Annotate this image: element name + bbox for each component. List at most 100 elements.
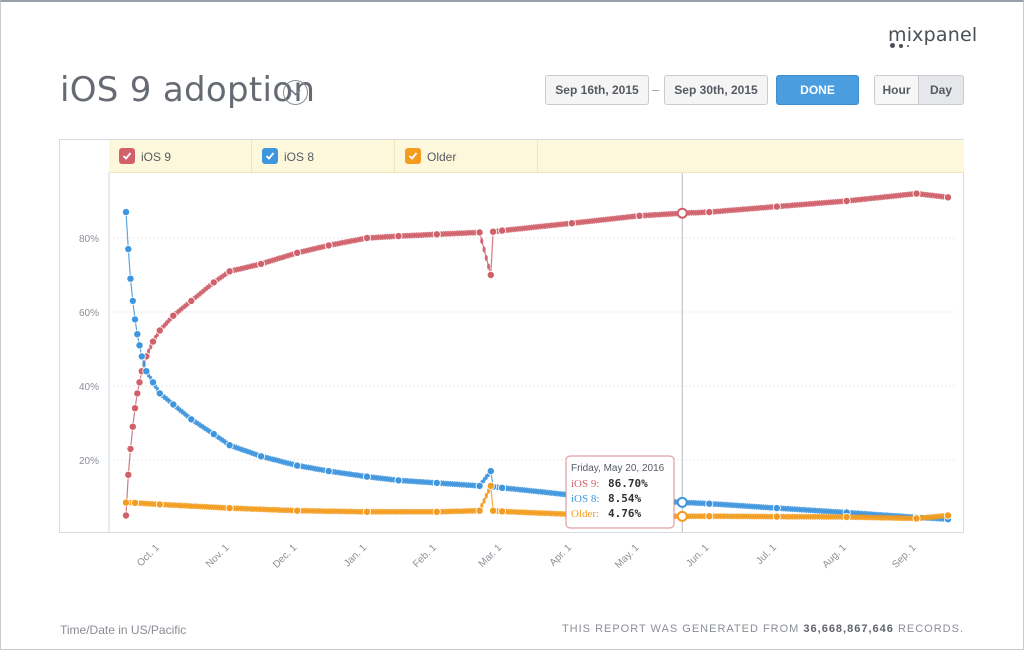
series-point-ios-8 [466,482,470,489]
series-point-older [863,514,867,521]
series-point-older [757,513,761,520]
series-point-older [750,513,754,520]
series-point-ios-9 [649,212,653,219]
series-point-older [768,513,772,520]
series-point-older [286,507,290,514]
series-point-ios-9 [667,211,671,217]
series-point-older [860,514,865,521]
series-point-ios-9 [860,196,865,203]
date-to-button[interactable]: Sep 30th, 2015 [664,75,768,105]
legend-bar: iOS 9 iOS 8 Older [109,140,964,173]
series-point-older [155,500,164,509]
series-point-older [755,513,759,520]
series-point-older [687,513,691,520]
series-point-older [784,513,788,520]
series-point-older [507,508,511,515]
series-point-older [905,515,910,522]
series-point-ios-9 [293,248,302,257]
series-point-older [908,515,912,522]
series-point-older [800,513,804,520]
series-point-older [185,502,189,509]
series-point-ios-9 [827,199,831,206]
series-point-older [714,513,718,520]
series-point-older [865,514,869,521]
series-point-older [381,508,385,515]
series-point-ios-9 [766,204,770,211]
series-point-older [469,507,473,514]
series-point-ios-8 [372,474,376,481]
series-point-ios-8 [358,472,362,479]
series-point-ios-8 [766,504,770,511]
series-point-ios-8 [532,488,536,495]
series-point-older [486,481,495,490]
series-point-older [748,513,752,520]
done-button[interactable]: DONE [776,75,859,105]
records-prefix: THIS REPORT WAS GENERATED FROM [561,623,800,635]
unit-day-button[interactable]: Day [919,75,964,105]
series-point-ios-9 [883,193,887,200]
series-point-ios-8 [122,208,131,217]
series-point-ios-8 [730,502,734,509]
series-point-older [921,514,925,521]
series-point-older [173,502,178,509]
series-point-older [333,508,337,515]
series-point-older [164,501,169,508]
series-point-older [374,508,378,515]
legend-item-older[interactable]: Older [395,140,538,173]
series-point-ios-9 [818,200,822,207]
series-point-ios-9 [128,422,137,431]
series-point-older [401,508,405,515]
series-point-older [387,508,392,515]
series-point-ios-9 [559,221,563,228]
series-point-ios-9 [831,199,835,206]
series-point-older [255,506,259,513]
series-point-older [541,510,545,517]
title-dropdown-button[interactable] [283,80,308,105]
series-point-ios-9 [903,191,907,198]
series-point-older [827,513,831,520]
series-point-older [509,508,513,515]
series-point-ios-9 [930,192,934,199]
series-point-older [178,502,182,509]
series-point-ios-8 [225,441,234,450]
tooltip-date: Friday, May 20, 2016 [571,463,665,474]
series-point-ios-9 [155,326,164,335]
legend-item-ios8[interactable]: iOS 8 [252,140,395,173]
series-point-ios-9 [579,219,583,226]
series-point-older [475,506,484,515]
series-point-older [311,507,315,514]
chart-panel: iOS 9 iOS 8 Older [59,139,964,533]
series-point-ios-8 [800,506,804,513]
series-point-older [831,513,835,520]
series-point-ios-8 [441,480,446,487]
series-point-older [761,513,765,520]
series-point-ios-8 [809,507,813,514]
series-point-older [523,509,527,516]
records-count: 36,668,867,646 [803,623,894,635]
brand-name: mixpanel [888,24,978,46]
series-point-ios-9 [658,211,662,218]
series-point-ios-9 [541,223,545,230]
series-point-ios-8 [523,487,527,494]
series-point-older [372,508,376,515]
series-point-ios-8 [827,508,831,515]
series-point-ios-9 [532,224,536,231]
legend-item-ios9[interactable]: iOS 9 [109,140,252,173]
series-point-ios-9 [225,267,234,276]
series-point-ios-9 [122,511,131,520]
series-point-older [212,504,216,511]
series-point-older [809,513,813,520]
series-point-ios-9 [622,214,626,221]
series-point-older [408,508,412,515]
legend-label: iOS 9 [141,150,172,164]
series-point-ios-8 [155,389,164,398]
date-from-button[interactable]: Sep 16th, 2015 [545,75,649,105]
series-point-older [559,510,563,517]
x-tick-label: May. 1 [613,542,642,571]
unit-hour-button[interactable]: Hour [874,75,919,105]
series-point-ios-8 [142,367,151,376]
series-point-ios-8 [734,502,738,509]
series-point-ios-8 [320,466,324,473]
series-point-older [234,505,238,512]
